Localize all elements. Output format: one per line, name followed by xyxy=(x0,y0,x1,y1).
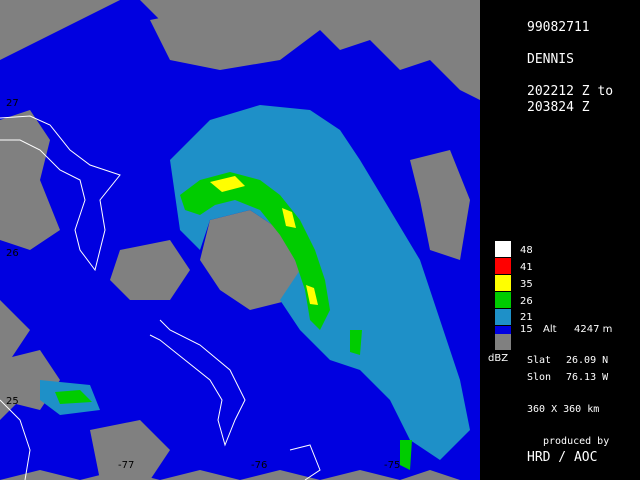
echo-region-35dbz xyxy=(306,285,318,305)
alt-value: 4247 m xyxy=(574,324,613,335)
echo-region-26dbz xyxy=(350,330,362,355)
lon-tick-label: -75 xyxy=(384,460,401,471)
clear-region xyxy=(410,150,470,260)
slat-label: Slat xyxy=(527,355,552,366)
slat-value: 26.09 N xyxy=(566,355,609,366)
legend-label: 41 xyxy=(520,262,533,273)
clear-region xyxy=(200,210,300,310)
lon-tick-label: -77 xyxy=(118,460,135,471)
legend-swatch xyxy=(495,334,511,350)
legend-label: 21 xyxy=(520,312,533,323)
lat-tick-label: 25 xyxy=(6,396,19,407)
info-panel xyxy=(480,0,640,480)
legend-label: 35 xyxy=(520,279,533,290)
time-start: 202212 Z to xyxy=(527,84,614,99)
storm-name: DENNIS xyxy=(527,52,574,67)
date-code: 99082711 xyxy=(527,20,590,35)
time-end: 203824 Z xyxy=(527,100,590,115)
slon-value: 76.13 W xyxy=(566,372,609,383)
credit-line2: HRD / AOC xyxy=(527,450,598,465)
echo-region-35dbz xyxy=(210,176,245,192)
legend-swatch xyxy=(495,292,511,308)
clear-region xyxy=(150,0,320,70)
lat-tick-label: 26 xyxy=(6,248,19,259)
echo-region-26dbz xyxy=(180,172,330,330)
echo-region-26dbz xyxy=(400,440,412,470)
legend-label: 15 xyxy=(520,324,533,335)
lat-tick-label: 27 xyxy=(6,98,19,109)
clear-region xyxy=(380,0,470,60)
clear-region xyxy=(110,240,190,300)
legend-swatch xyxy=(495,309,511,325)
radar-map: 27 26 25 -77 -76 -75 xyxy=(0,0,480,480)
coastline xyxy=(0,115,321,480)
echo-region-35dbz xyxy=(282,208,296,228)
clear-region xyxy=(90,420,170,480)
legend-label: 48 xyxy=(520,245,533,256)
echo-region-26dbz xyxy=(55,390,92,404)
legend-unit: dBZ xyxy=(488,353,509,364)
slon-label: Slon xyxy=(527,372,552,383)
legend-swatch xyxy=(495,241,511,257)
legend-swatch xyxy=(495,275,511,291)
credit-line1: produced by xyxy=(543,436,610,447)
clear-region xyxy=(0,110,60,250)
domain-size: 360 X 360 km xyxy=(527,404,600,415)
alt-label: Alt xyxy=(543,324,557,335)
lon-tick-label: -76 xyxy=(251,460,268,471)
legend-swatch xyxy=(495,258,511,274)
legend-label: 26 xyxy=(520,296,533,307)
reflectivity-field xyxy=(0,0,480,480)
